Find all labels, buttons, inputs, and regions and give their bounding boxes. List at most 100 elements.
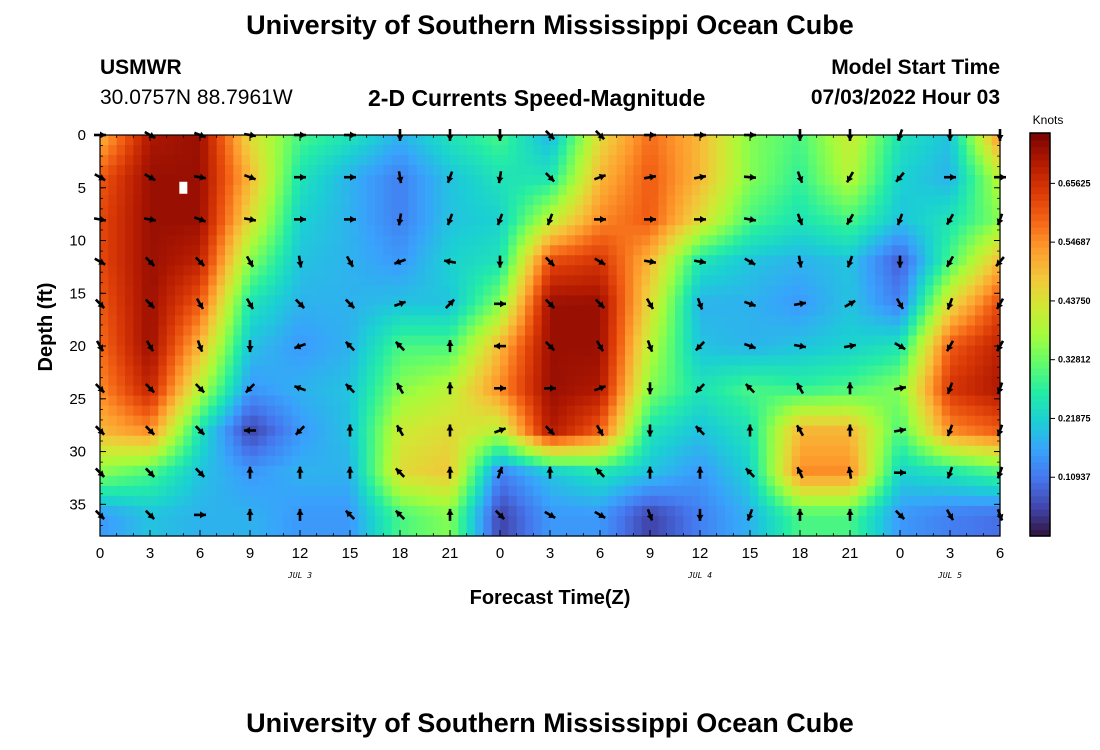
heat-cell bbox=[266, 525, 276, 537]
heat-cell bbox=[783, 465, 793, 477]
heat-cell bbox=[641, 455, 651, 467]
heat-cell bbox=[858, 195, 868, 206]
current-vector bbox=[344, 383, 356, 394]
heat-cell bbox=[191, 285, 201, 297]
heat-cell bbox=[366, 355, 376, 367]
heat-cell bbox=[916, 165, 926, 176]
heat-cell bbox=[633, 375, 643, 387]
heat-cell bbox=[650, 345, 659, 357]
heat-cell bbox=[875, 365, 884, 377]
heat-cell bbox=[966, 285, 976, 297]
heat-cell bbox=[575, 495, 584, 507]
heat-cell bbox=[950, 375, 959, 387]
heat-cell bbox=[908, 155, 918, 166]
heat-cell bbox=[825, 155, 834, 166]
heat-cell bbox=[658, 475, 668, 487]
heat-cell bbox=[108, 305, 118, 317]
heat-cell bbox=[958, 155, 968, 166]
heat-cell bbox=[100, 185, 109, 196]
heat-cell bbox=[191, 485, 201, 497]
heat-cell bbox=[783, 475, 793, 487]
heat-cell bbox=[800, 205, 809, 216]
heat-cell bbox=[108, 525, 118, 537]
heat-cell bbox=[166, 135, 176, 146]
heat-cell bbox=[858, 525, 868, 537]
heat-cell bbox=[308, 435, 318, 447]
heat-cell bbox=[808, 495, 818, 507]
heat-cell bbox=[600, 395, 609, 407]
heat-cell bbox=[333, 315, 343, 327]
heat-cell bbox=[241, 225, 251, 236]
heat-cell bbox=[408, 335, 418, 347]
heat-cell bbox=[233, 465, 243, 477]
heat-cell bbox=[525, 265, 534, 276]
heat-cell bbox=[250, 285, 259, 297]
heat-cell bbox=[800, 185, 809, 196]
heat-cell bbox=[983, 245, 993, 256]
heat-cell bbox=[908, 415, 918, 427]
heat-cell bbox=[275, 145, 284, 156]
heat-cell bbox=[666, 305, 676, 317]
heat-cell bbox=[441, 455, 451, 467]
heat-cell bbox=[941, 525, 951, 537]
heat-cell bbox=[358, 525, 368, 537]
colorbar-tick-label: 0.32812 bbox=[1058, 355, 1091, 365]
heat-cell bbox=[833, 505, 843, 517]
heat-cell bbox=[608, 225, 618, 236]
heat-cell bbox=[808, 365, 818, 377]
heat-cell bbox=[516, 215, 526, 226]
heat-cell bbox=[300, 305, 309, 317]
heat-cell bbox=[233, 485, 243, 497]
heat-cell bbox=[541, 475, 551, 487]
heat-cell bbox=[975, 445, 984, 457]
current-vector bbox=[744, 467, 756, 478]
heat-cell bbox=[850, 485, 859, 497]
heat-cell bbox=[966, 335, 976, 347]
heat-cell bbox=[450, 395, 459, 407]
heat-cell bbox=[625, 135, 634, 146]
heat-cell bbox=[825, 395, 834, 407]
heat-cell bbox=[825, 365, 834, 377]
heat-cell bbox=[958, 185, 968, 196]
heat-cell bbox=[591, 315, 601, 327]
heat-cell bbox=[425, 355, 434, 367]
heat-cell bbox=[616, 385, 626, 397]
heat-cell bbox=[375, 525, 384, 537]
heat-cell bbox=[883, 415, 893, 427]
heat-cell bbox=[183, 485, 193, 497]
heat-cell bbox=[500, 165, 509, 176]
heat-cell bbox=[183, 385, 193, 397]
heat-cell bbox=[491, 355, 501, 367]
heat-cell bbox=[575, 335, 584, 347]
heat-cell bbox=[325, 275, 334, 286]
heat-cell bbox=[358, 375, 368, 387]
heat-cell bbox=[408, 305, 418, 317]
heat-cell bbox=[975, 295, 984, 307]
heat-cell bbox=[600, 295, 609, 307]
heat-cell bbox=[675, 275, 684, 286]
heat-cell bbox=[483, 325, 493, 337]
heat-cell bbox=[550, 455, 559, 467]
current-vector bbox=[394, 509, 406, 521]
heat-cell bbox=[341, 475, 351, 487]
heat-cell bbox=[916, 325, 926, 337]
colorbar-segment bbox=[1030, 435, 1050, 443]
heat-cell bbox=[175, 505, 184, 517]
heat-cell bbox=[950, 525, 959, 537]
heat-cell bbox=[975, 495, 984, 507]
heat-cell bbox=[258, 375, 268, 387]
heat-cell bbox=[908, 225, 918, 236]
heat-cell bbox=[283, 265, 293, 276]
heat-cell bbox=[333, 255, 343, 266]
heat-cell bbox=[583, 505, 593, 517]
heat-cell bbox=[966, 435, 976, 447]
heat-cell bbox=[591, 465, 601, 477]
heat-cell bbox=[650, 135, 659, 146]
current-vector bbox=[646, 508, 654, 521]
heat-cell bbox=[491, 265, 501, 276]
heat-cell bbox=[316, 445, 326, 457]
heat-cell bbox=[233, 455, 243, 467]
heat-cell bbox=[841, 445, 851, 457]
heat-cell bbox=[991, 515, 1001, 527]
heat-cell bbox=[775, 475, 784, 487]
